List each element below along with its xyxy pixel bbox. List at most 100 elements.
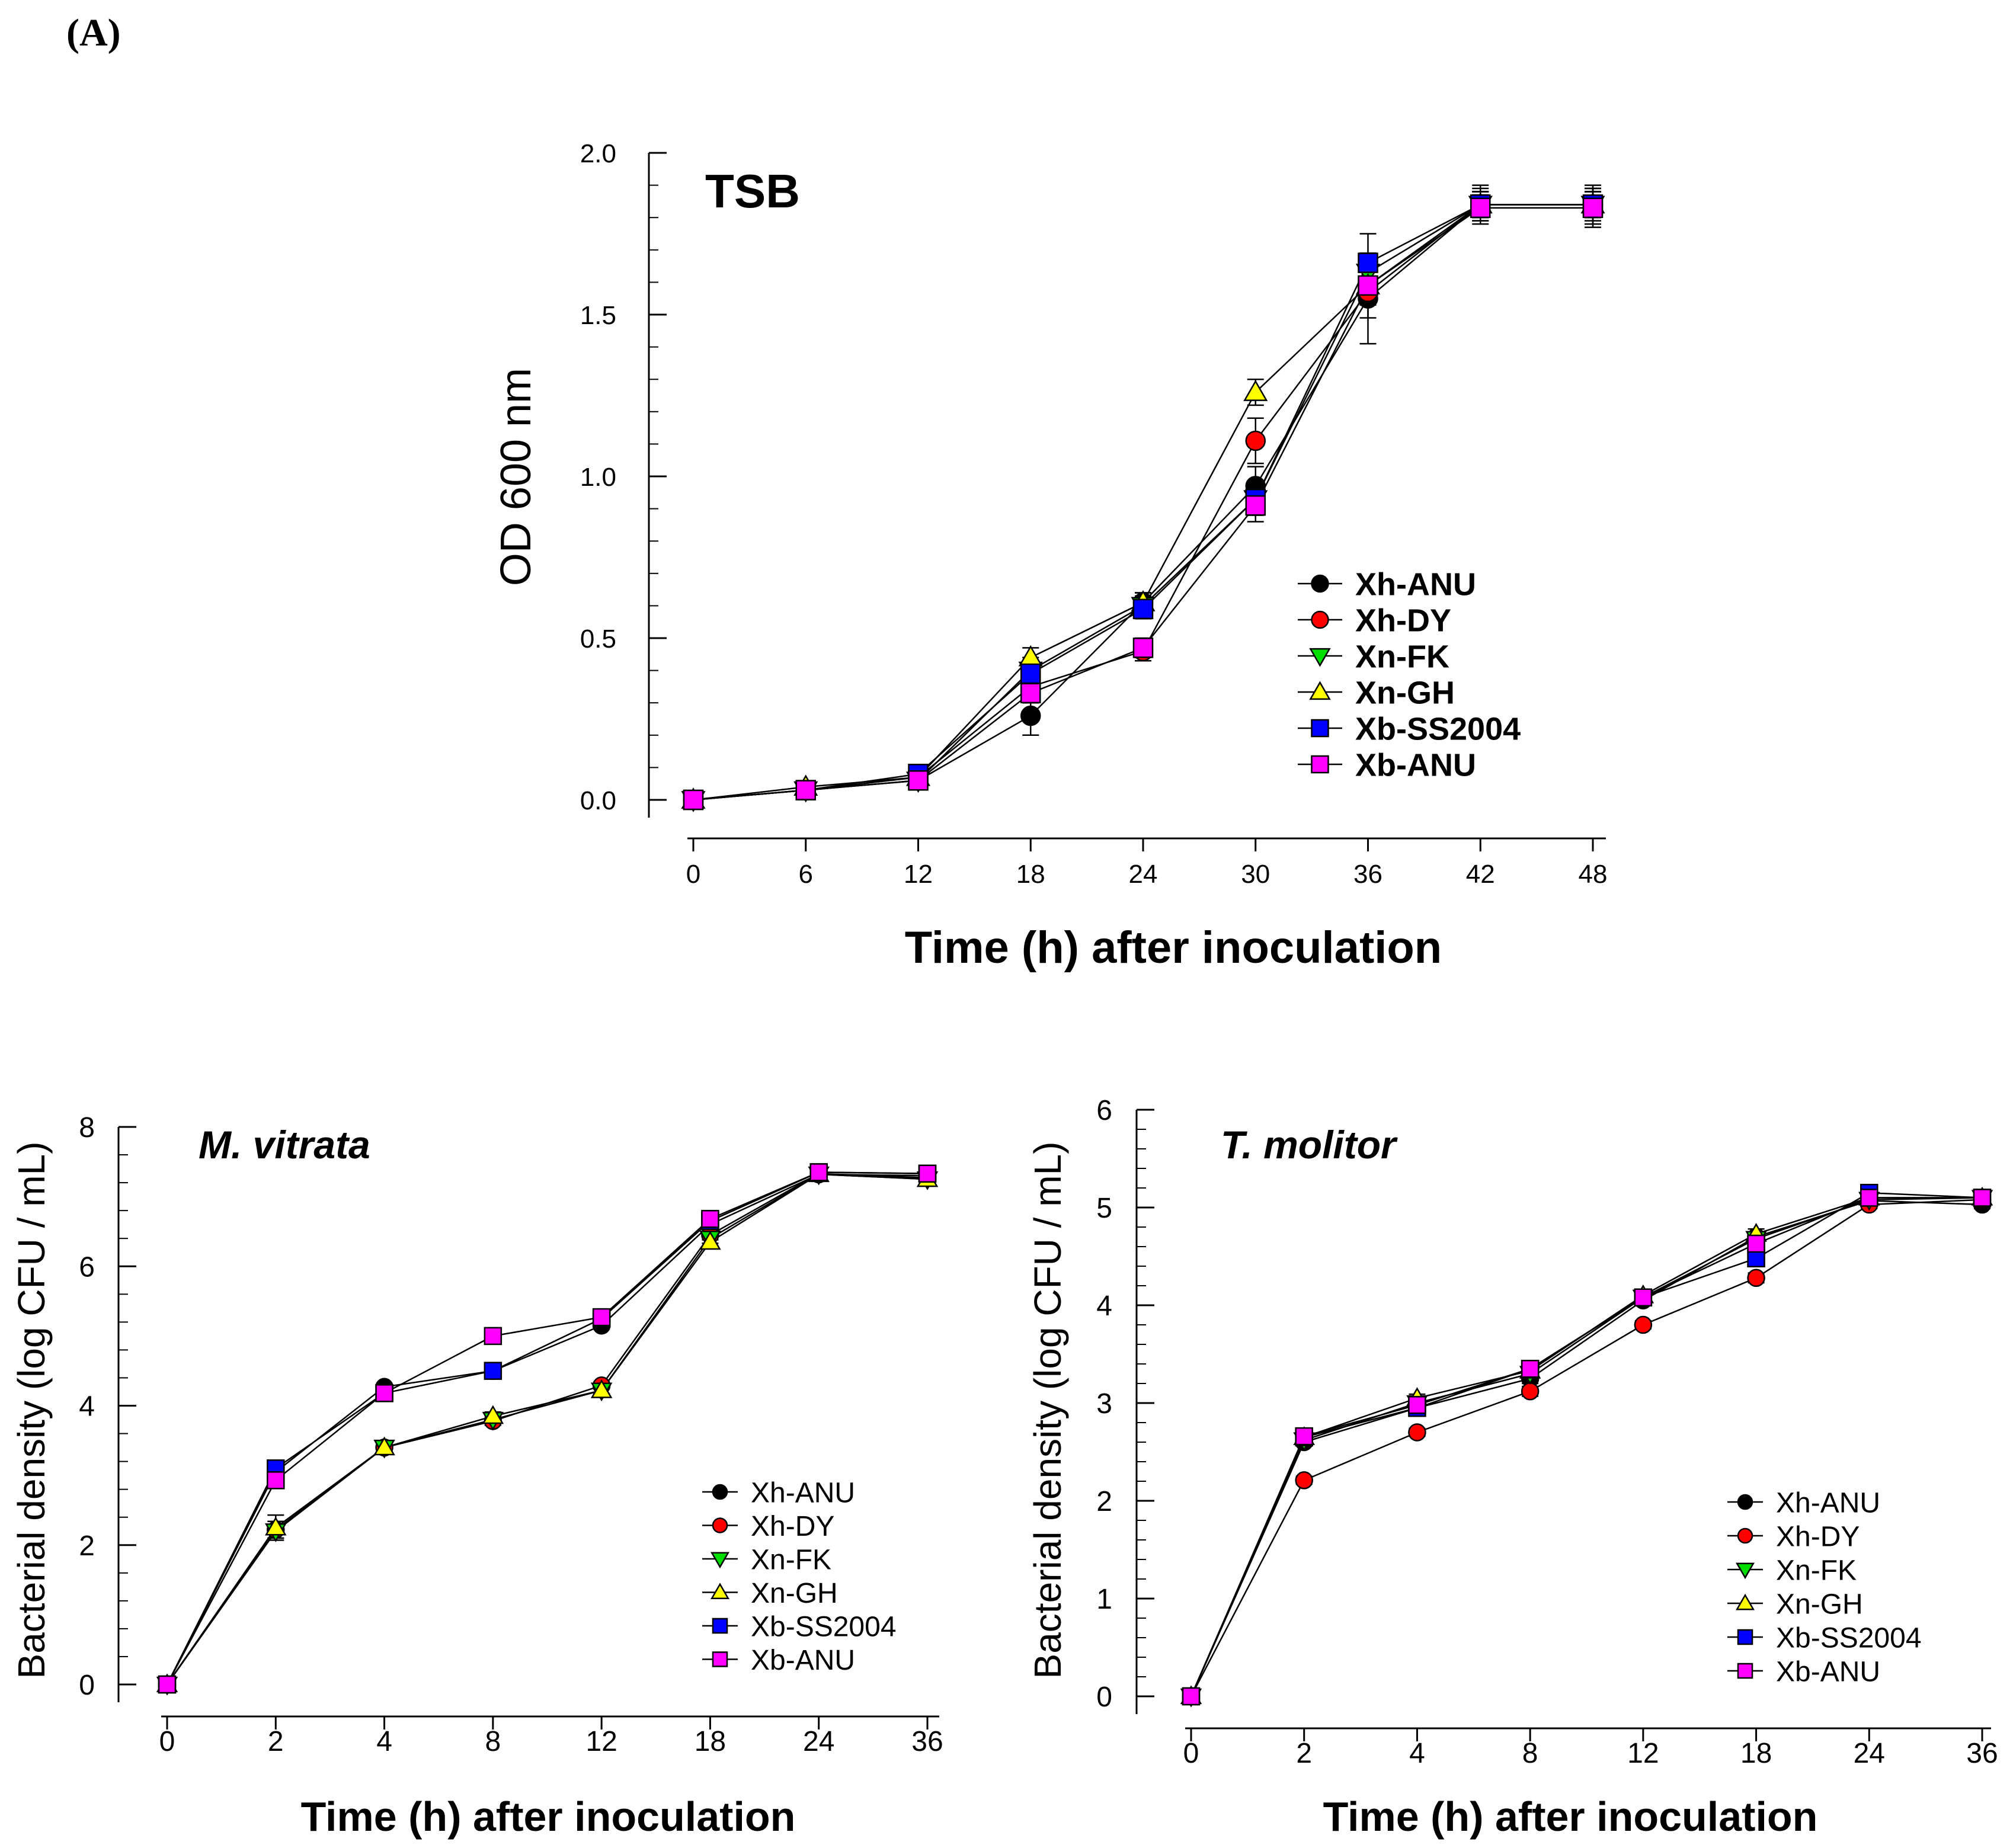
x-tick-label: 24 <box>803 1726 834 1757</box>
x-tick-label: 12 <box>585 1726 617 1757</box>
y-axis-label: Bacterial density (log CFU / mL) <box>1026 1142 1069 1679</box>
legend-marker <box>1311 755 1329 774</box>
data-point <box>1470 197 1491 219</box>
data-point <box>590 1379 613 1398</box>
data-point <box>1747 1249 1765 1268</box>
y-tick-label: 5 <box>1096 1193 1112 1224</box>
legend-marker <box>712 1484 728 1500</box>
legend-marker <box>1736 1562 1755 1580</box>
legend-label: Xb-SS2004 <box>751 1611 897 1642</box>
data-point <box>1132 598 1154 620</box>
x-tick-label: 4 <box>376 1726 392 1757</box>
x-tick-label: 2 <box>1296 1738 1312 1769</box>
y-tick-label: 0.5 <box>580 624 616 654</box>
legend-marker <box>1737 1629 1753 1645</box>
x-tick-label: 0 <box>686 860 700 889</box>
data-point <box>1582 197 1604 219</box>
legend-label: Xh-DY <box>751 1511 834 1542</box>
data-point <box>918 1164 937 1183</box>
series-line <box>693 204 1593 801</box>
data-point <box>699 1231 721 1250</box>
legend-marker <box>1309 681 1331 700</box>
data-point <box>683 789 704 811</box>
legend-marker <box>711 1583 729 1599</box>
data-point <box>1521 1360 1540 1378</box>
data-point <box>484 1327 503 1346</box>
data-point <box>701 1210 719 1228</box>
legend-label: Xh-ANU <box>1776 1487 1880 1519</box>
x-tick-label: 2 <box>268 1726 284 1757</box>
legend-label: Xh-ANU <box>1355 566 1476 602</box>
y-tick-label: 0 <box>79 1670 95 1701</box>
y-tick-label: 6 <box>79 1251 95 1283</box>
y-tick-label: 2 <box>1096 1486 1112 1517</box>
series-line <box>1190 1197 1982 1697</box>
data-point <box>158 1675 177 1694</box>
data-point <box>1408 1396 1426 1414</box>
x-tick-label: 0 <box>159 1726 175 1757</box>
series-line <box>693 204 1593 801</box>
data-point <box>1020 705 1041 726</box>
legend-label: Xn-FK <box>751 1544 831 1575</box>
data-point <box>1018 645 1043 667</box>
series-line <box>1190 1197 1983 1697</box>
y-axis-label: Bacterial density (log CFU / mL) <box>10 1142 53 1679</box>
legend-label: Xh-DY <box>1776 1521 1860 1552</box>
x-tick-label: 18 <box>1740 1738 1772 1769</box>
data-point <box>373 1436 395 1456</box>
chart-tsb: 0.0 0.5 1.0 1.5 2.0 0 6 12 18 24 30 36 42 48 TSB OD 600… <box>492 139 1607 973</box>
y-tick-label: 4 <box>1096 1290 1112 1322</box>
x-tick-label: 30 <box>1241 860 1270 889</box>
series-line <box>166 1171 928 1685</box>
y-tick-label: 1 <box>1096 1584 1112 1615</box>
legend-label: Xb-SS2004 <box>1776 1622 1922 1654</box>
legend-label: Xn-GH <box>1776 1588 1863 1620</box>
x-tick-label: 18 <box>695 1726 726 1757</box>
data-point <box>1020 683 1041 704</box>
data-point <box>484 1362 503 1380</box>
x-tick-label: 36 <box>1353 860 1382 889</box>
data-point <box>1634 1315 1653 1334</box>
data-point <box>482 1405 504 1424</box>
data-point <box>1521 1382 1540 1401</box>
series-line <box>1190 1199 1983 1697</box>
data-point <box>1860 1189 1878 1207</box>
y-axis-label: OD 600 nm <box>492 368 540 586</box>
x-axis-label: Time (h) after inoculation <box>301 1793 796 1840</box>
y-tick-label: 0 <box>1096 1682 1112 1713</box>
x-tick-label: 42 <box>1466 860 1495 889</box>
legend-label: Xb-SS2004 <box>1355 711 1521 747</box>
series-line <box>693 204 1593 801</box>
series-line <box>166 1173 928 1685</box>
data-point <box>1295 1427 1313 1446</box>
x-tick-label: 8 <box>485 1726 501 1757</box>
data-point <box>592 1308 611 1327</box>
data-point <box>1020 663 1041 684</box>
legend-marker <box>712 1517 728 1533</box>
data-point <box>795 780 816 800</box>
chart-title: TSB <box>705 165 800 217</box>
x-tick-label: 18 <box>1016 860 1045 889</box>
data-point <box>1358 275 1378 296</box>
series-line <box>693 204 1593 801</box>
y-tick-label: 4 <box>79 1391 95 1423</box>
x-tick-label: 12 <box>1627 1738 1659 1769</box>
y-tick-label: 3 <box>1096 1388 1112 1420</box>
data-point <box>1295 1471 1313 1490</box>
data-point <box>1747 1234 1765 1253</box>
x-tick-label: 48 <box>1579 860 1608 889</box>
data-point <box>1245 430 1266 451</box>
legend-marker <box>1311 610 1329 629</box>
x-tick-label: 36 <box>911 1726 943 1757</box>
legend-marker <box>1737 1527 1753 1544</box>
legend-marker <box>1736 1593 1755 1610</box>
data-point <box>375 1384 393 1402</box>
panel-letter: (A) <box>66 11 121 55</box>
legend-marker <box>1737 1663 1753 1679</box>
x-tick-label: 36 <box>1966 1738 1998 1769</box>
data-point <box>1358 252 1378 273</box>
legend-label: Xb-ANU <box>1776 1656 1880 1687</box>
